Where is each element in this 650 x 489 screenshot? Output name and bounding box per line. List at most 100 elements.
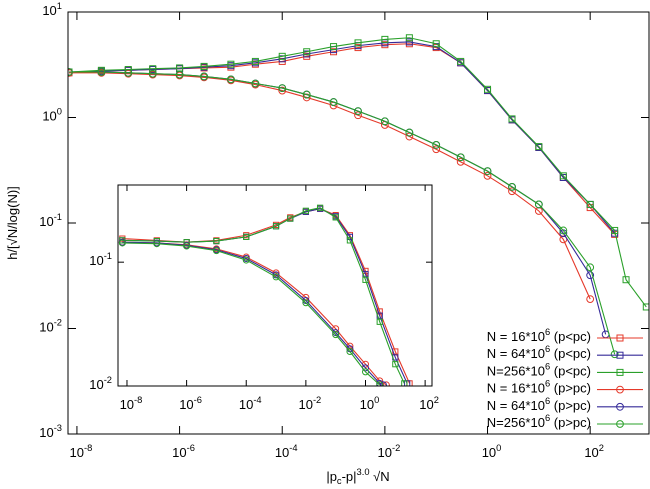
plot-border: [117, 184, 433, 387]
legend-marker: [616, 385, 624, 394]
x-tick-label: 100: [482, 443, 502, 460]
marker: [535, 143, 543, 151]
marker: [272, 223, 280, 230]
legend-label: N = 64*106 (p<pc): [487, 345, 591, 362]
marker: [483, 167, 492, 176]
marker: [508, 115, 516, 123]
marker: [376, 381, 384, 386]
legend-label: N = 64*106 (p>pc): [487, 396, 591, 413]
marker: [534, 200, 543, 209]
marker: [346, 347, 354, 355]
marker: [432, 145, 441, 154]
marker: [329, 98, 338, 106]
marker: [332, 214, 339, 221]
marker: [302, 90, 311, 99]
marker: [251, 79, 260, 88]
marker: [242, 256, 250, 264]
marker: [456, 153, 465, 162]
marker: [272, 273, 280, 281]
legend-label: N = 16*106 (p<pc): [487, 327, 591, 344]
marker: [622, 276, 630, 284]
marker: [278, 84, 287, 92]
y-tick-label: 10-2: [39, 318, 62, 335]
x-tick-label: 10-2: [377, 443, 400, 460]
x-tick-label: 10-8: [70, 443, 93, 460]
y-tick-label: 100: [42, 107, 62, 124]
marker: [278, 52, 286, 60]
marker: [405, 38, 413, 46]
marker: [149, 65, 157, 73]
marker: [392, 361, 399, 368]
marker: [379, 381, 387, 386]
marker: [200, 62, 208, 70]
x-axis-label: |pc-p|3.0 √N: [326, 467, 389, 486]
marker: [302, 207, 309, 214]
marker: [362, 276, 369, 283]
marker: [302, 299, 310, 307]
series-line: [68, 41, 616, 234]
legend-marker: [616, 334, 624, 342]
marker: [432, 40, 440, 48]
legend-label: N = 16*106 (p>pc): [487, 379, 591, 396]
marker: [354, 111, 362, 120]
x-tick-label: 10-6: [179, 395, 202, 412]
legend-marker: [616, 402, 624, 411]
marker: [332, 331, 340, 339]
marker: [354, 107, 362, 115]
marker: [118, 239, 126, 247]
marker: [559, 172, 567, 180]
marker: [381, 35, 389, 43]
marker: [586, 271, 595, 280]
x-tick-label: 10-6: [172, 443, 195, 460]
y-tick-label: 10-3: [39, 423, 62, 440]
series-line: [122, 207, 405, 384]
marker: [227, 75, 235, 84]
marker: [457, 57, 465, 65]
x-tick-label: 10-4: [275, 443, 298, 460]
marker: [227, 60, 235, 68]
data-layer: [68, 34, 649, 359]
marker: [148, 69, 157, 78]
y-axis-label: h/[√N/log(N)]: [5, 186, 20, 260]
x-tick-label: 10-8: [120, 395, 143, 412]
marker: [68, 68, 73, 76]
legend-label: N=256*106 (p<pc): [487, 362, 591, 379]
y-tick-label: 101: [42, 1, 62, 18]
marker: [405, 34, 413, 42]
marker: [153, 240, 161, 248]
marker: [586, 200, 594, 208]
marker: [330, 43, 338, 51]
marker: [642, 303, 649, 311]
marker: [124, 68, 133, 77]
marker: [175, 70, 184, 79]
legend-label: N=256*106 (p>pc): [487, 413, 591, 430]
marker: [183, 242, 191, 250]
y-tick-label: 10-1: [39, 212, 62, 229]
marker: [380, 117, 389, 126]
series-line: [68, 71, 616, 355]
marker: [610, 350, 619, 359]
marker: [303, 48, 311, 56]
plot-1: 10-8 10-6 10-4 10-2 100 102 10-2 10-1: [89, 184, 439, 412]
x-tick-label: 102: [584, 443, 604, 460]
data-layer: [118, 204, 413, 386]
marker: [346, 237, 354, 244]
series-line: [122, 242, 381, 386]
marker: [354, 39, 362, 47]
marker: [484, 85, 492, 93]
marker: [456, 157, 465, 166]
legend-marker: [616, 420, 624, 428]
marker: [586, 263, 595, 272]
marker: [332, 329, 340, 337]
x-tick-label: 102: [419, 395, 439, 412]
marker: [316, 204, 324, 211]
marker: [287, 215, 294, 222]
plot-border: [67, 11, 650, 435]
marker: [483, 171, 492, 180]
y-tick-label: 10-2: [89, 375, 112, 392]
marker: [212, 247, 220, 255]
marker: [361, 368, 369, 376]
marker: [405, 128, 414, 137]
plot-background: [118, 185, 432, 386]
